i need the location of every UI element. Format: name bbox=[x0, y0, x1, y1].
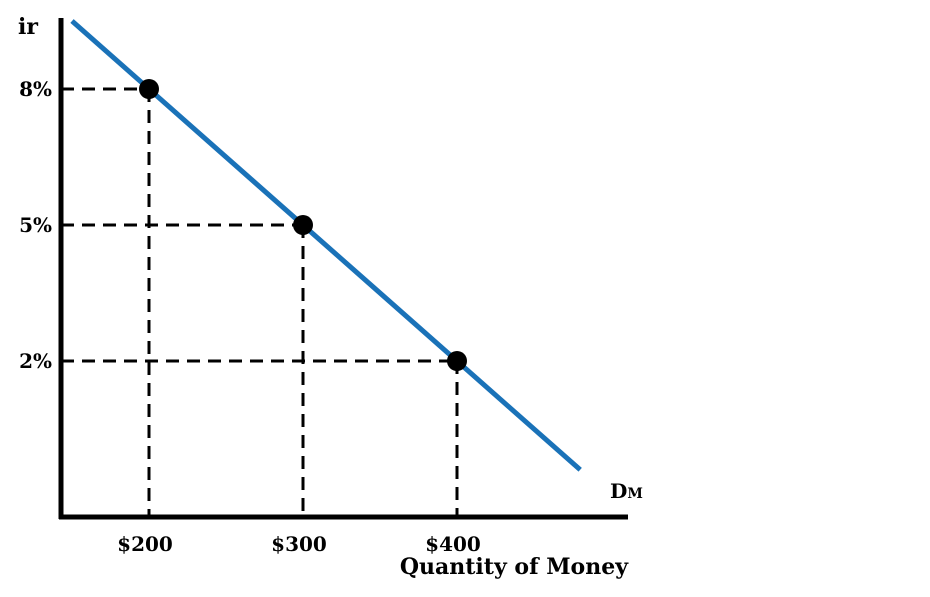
x-tick-labels: $200 $300 $400 bbox=[117, 532, 481, 556]
y-tick-label-1: 5% bbox=[19, 213, 52, 237]
data-point-0 bbox=[139, 79, 159, 99]
data-point-2 bbox=[447, 351, 467, 371]
x-tick-label-0: $200 bbox=[117, 532, 173, 556]
x-axis-label: Quantity of Money bbox=[400, 554, 629, 580]
curve-label-sub: M bbox=[627, 486, 643, 502]
data-point-1 bbox=[293, 215, 313, 235]
money-demand-curve bbox=[70, 19, 582, 472]
curve-label-main: D bbox=[610, 479, 627, 503]
x-tick-label-2: $400 bbox=[425, 532, 481, 556]
y-tick-labels: 8% 5% 2% bbox=[19, 77, 52, 373]
y-tick-label-2: 2% bbox=[19, 349, 52, 373]
y-axis-label: ir bbox=[18, 14, 38, 40]
dashed-guide-lines bbox=[61, 87, 459, 517]
x-tick-label-1: $300 bbox=[271, 532, 327, 556]
data-points bbox=[139, 79, 467, 371]
y-tick-label-0: 8% bbox=[19, 77, 52, 101]
curve-label: DM bbox=[610, 479, 643, 503]
